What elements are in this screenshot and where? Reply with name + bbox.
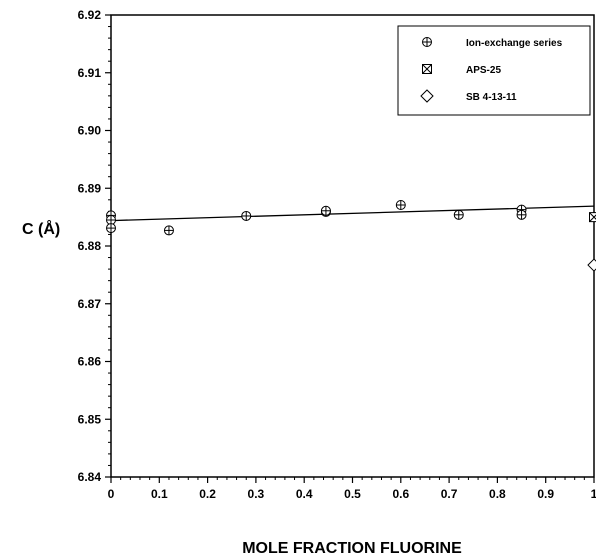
x-tick-label: 0.9	[537, 487, 554, 501]
x-tick-label: 0.3	[248, 487, 265, 501]
legend-marker-symbol	[422, 64, 432, 74]
legend: Ion-exchange series APS-25 SB 4-13-11	[397, 25, 591, 116]
sb-4-13-11-point	[587, 258, 596, 272]
y-axis-title: C (Å)	[22, 219, 60, 238]
ion-exchange-point	[395, 199, 406, 210]
y-tick-label: 6.90	[78, 124, 102, 138]
ion-exchange-point	[241, 210, 252, 221]
y-tick-label: 6.91	[78, 66, 102, 80]
legend-label-aps-25: APS-25	[466, 65, 501, 76]
y-tick-label: 6.86	[78, 355, 102, 369]
x-axis-title: MOLE FRACTION FLUORINE	[242, 540, 462, 557]
x-tick-label: 0.1	[151, 487, 168, 501]
y-tick-label: 6.89	[78, 181, 102, 195]
fit-line	[110, 205, 595, 222]
ion-exchange-point	[453, 209, 464, 220]
x-tick-label: 0.4	[296, 487, 313, 501]
x-tick-label: 0.6	[392, 487, 409, 501]
x-tick-label: 1	[591, 487, 596, 501]
legend-marker-ion-exchange	[422, 37, 432, 47]
legend-marker-sb-4-13-11	[420, 89, 434, 103]
legend-marker-symbol	[420, 89, 434, 103]
ion-exchange-point	[516, 209, 527, 220]
x-tick-label: 0.8	[489, 487, 506, 501]
legend-marker-aps-25	[422, 64, 432, 74]
ion-exchange-point	[320, 205, 331, 216]
y-tick-label: 6.87	[78, 297, 102, 311]
y-tick-label: 6.88	[78, 239, 102, 253]
y-tick-label: 6.92	[78, 8, 102, 22]
legend-marker-symbol	[422, 37, 432, 47]
x-tick-label: 0.5	[344, 487, 361, 501]
x-tick-label: 0	[108, 487, 115, 501]
aps-25-point	[589, 212, 596, 223]
legend-label-sb-4-13-11: SB 4-13-11	[466, 92, 517, 103]
x-tick-label: 0.2	[199, 487, 216, 501]
x-tick-label: 0.7	[441, 487, 458, 501]
legend-label-ion-exchange: Ion-exchange series	[466, 38, 563, 49]
y-tick-label: 6.85	[78, 412, 102, 426]
ion-exchange-point	[106, 223, 116, 234]
y-tick-label: 6.84	[78, 470, 102, 484]
ion-exchange-point	[163, 225, 174, 236]
